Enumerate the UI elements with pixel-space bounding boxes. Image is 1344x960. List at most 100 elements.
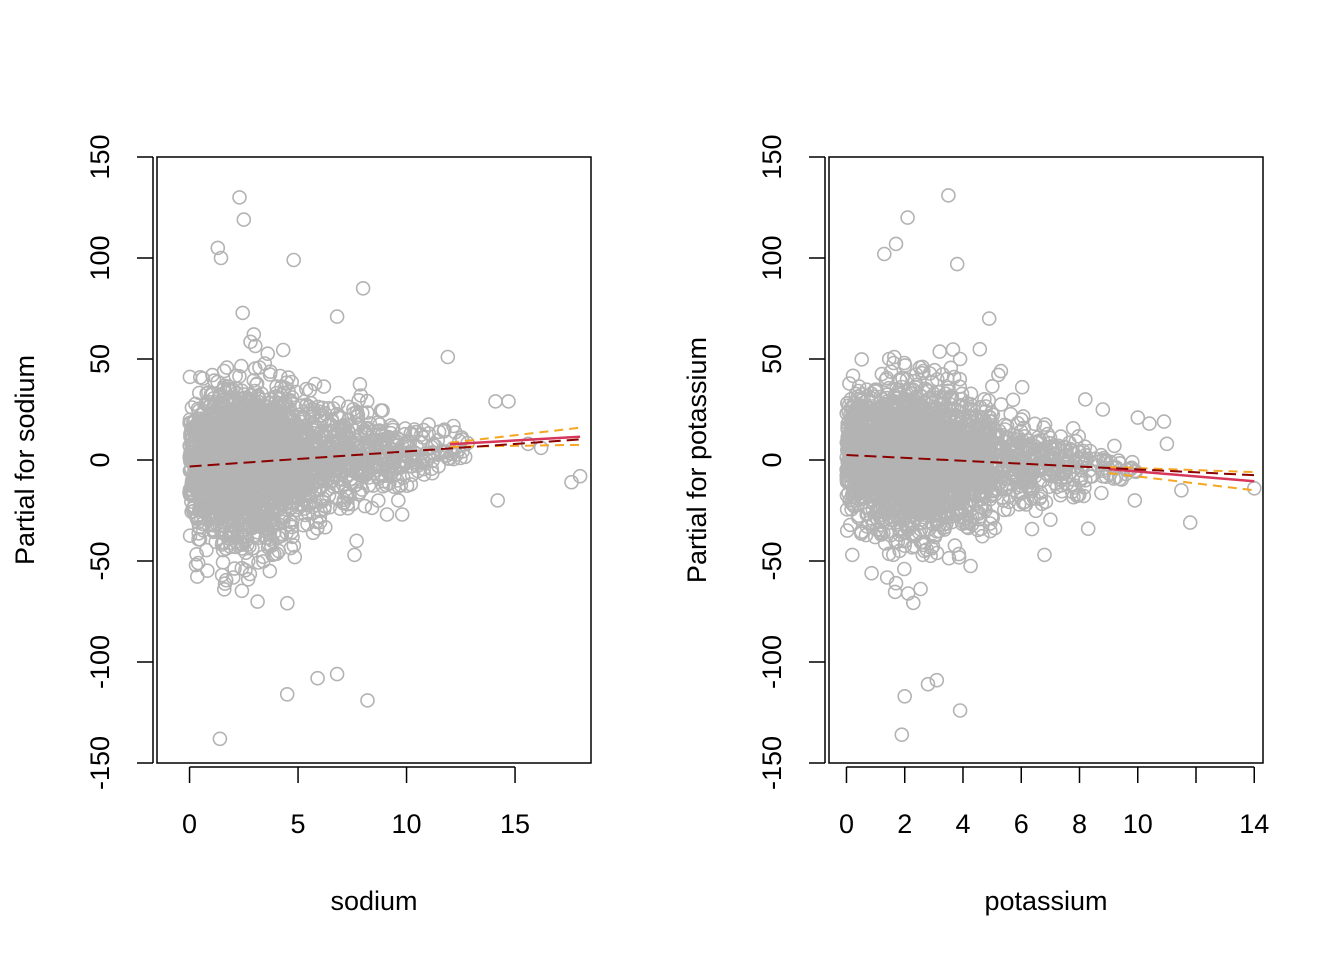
data-point [216, 447, 231, 462]
data-point [382, 452, 397, 468]
data-point [249, 506, 265, 522]
data-point [1013, 412, 1029, 427]
data-point [436, 423, 452, 439]
data-point [340, 500, 356, 516]
data-point [228, 381, 244, 396]
data-point [963, 558, 978, 574]
data-point [238, 545, 254, 561]
data-point [362, 438, 378, 454]
partial-residual-line [189, 438, 581, 468]
confidence-band-upper [449, 426, 581, 444]
data-point [355, 280, 371, 296]
x-axis-title: sodium [330, 886, 417, 916]
data-point [845, 368, 861, 384]
data-point [357, 422, 372, 438]
data-point [214, 524, 229, 540]
data-point [896, 561, 912, 577]
data-point [360, 693, 375, 708]
data-point [227, 561, 242, 576]
data-point [246, 327, 262, 342]
data-point [279, 525, 294, 541]
data-point [315, 491, 331, 506]
lines-layer [189, 426, 581, 468]
data-point [233, 506, 248, 521]
data-point [215, 554, 231, 570]
data-point [255, 403, 271, 419]
data-point [279, 595, 295, 611]
data-point [267, 491, 283, 506]
data-point [187, 449, 203, 465]
data-point [962, 492, 978, 507]
data-point [200, 563, 215, 579]
data-point [990, 429, 1005, 444]
data-point [366, 453, 382, 469]
data-point [182, 484, 197, 500]
data-point [218, 507, 234, 523]
data-point [308, 419, 324, 434]
y-tick-label: 50 [85, 344, 115, 374]
data-point [1106, 471, 1122, 486]
data-point [316, 379, 332, 394]
data-point [244, 412, 259, 428]
data-point [1036, 420, 1051, 435]
data-point [295, 412, 311, 427]
data-point [340, 399, 356, 415]
data-point [250, 594, 265, 609]
data-point [1065, 420, 1081, 436]
data-point [886, 355, 902, 371]
data-point [248, 338, 263, 354]
data-point [424, 444, 440, 460]
data-point [455, 443, 471, 459]
data-point [982, 516, 998, 531]
data-point [404, 458, 420, 474]
data-point [219, 360, 235, 375]
data-point [851, 510, 866, 526]
data-point [948, 407, 963, 423]
data-point [229, 465, 244, 481]
data-point [205, 460, 220, 476]
data-point [300, 505, 316, 520]
data-point [572, 468, 588, 484]
data-point [228, 534, 244, 550]
data-point [864, 565, 879, 581]
data-point [309, 521, 325, 536]
data-point [407, 422, 422, 437]
data-point [943, 360, 959, 376]
data-point [349, 409, 365, 425]
data-point [283, 540, 299, 556]
data-point [304, 479, 320, 495]
data-point [243, 334, 258, 350]
data-point [329, 435, 344, 451]
data-point [322, 416, 338, 432]
data-point [354, 482, 370, 497]
data-point [399, 478, 415, 494]
data-point [304, 474, 320, 490]
data-point [364, 500, 380, 516]
data-point [307, 429, 323, 444]
data-point [372, 417, 388, 432]
data-point [1015, 409, 1031, 424]
data-point [270, 456, 285, 471]
data-point [349, 533, 364, 549]
data-point [214, 567, 230, 583]
data-point [375, 403, 390, 418]
data-point [918, 514, 934, 530]
data-point [239, 458, 254, 473]
data-point [191, 421, 207, 437]
data-point [182, 528, 198, 544]
data-point [839, 523, 855, 538]
data-point [447, 425, 463, 440]
data-point [225, 522, 241, 538]
data-point [308, 494, 323, 510]
data-point [287, 549, 303, 565]
data-point [189, 546, 204, 562]
data-point [232, 190, 247, 205]
data-point [355, 462, 370, 477]
data-point [337, 482, 353, 498]
data-point [217, 505, 232, 521]
data-point [197, 477, 212, 493]
data-point [265, 547, 280, 563]
data-point [329, 666, 345, 682]
